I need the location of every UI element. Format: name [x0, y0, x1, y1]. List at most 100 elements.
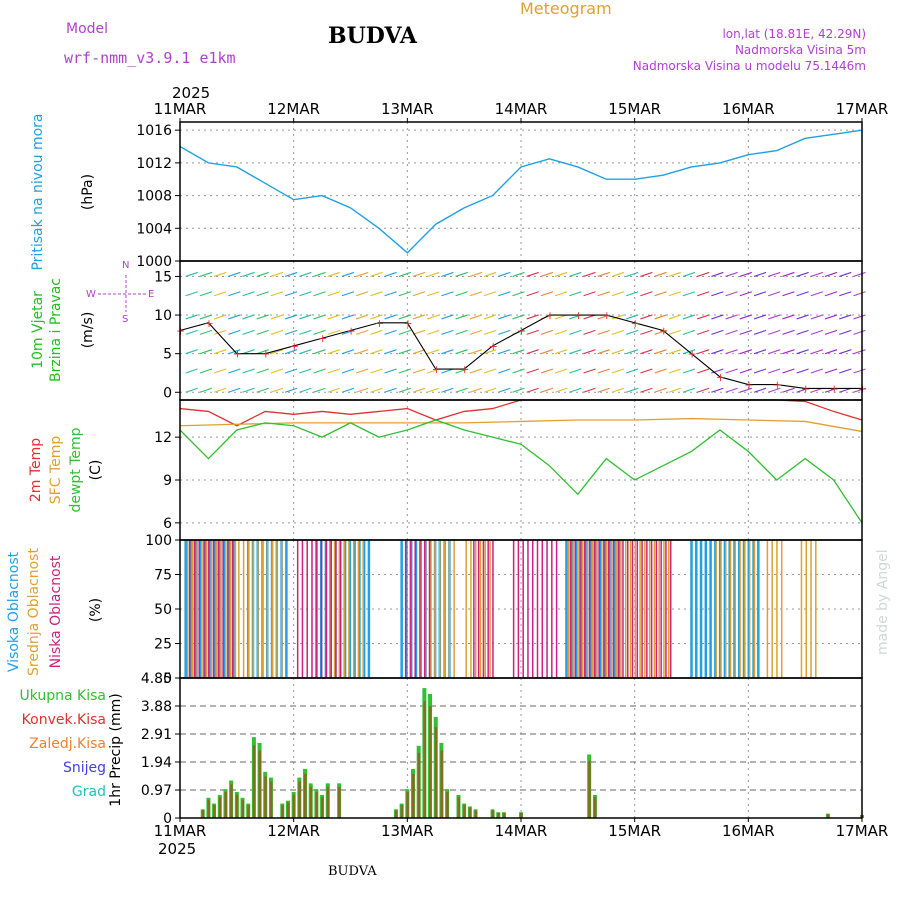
wind-barb — [824, 329, 838, 335]
wind-barb — [270, 314, 284, 320]
wind-barb — [498, 349, 511, 355]
wind-barb — [228, 291, 241, 297]
wind-barb — [341, 271, 355, 277]
wind-barb — [441, 349, 454, 355]
x-tick-label-bottom: 11MAR — [154, 822, 207, 840]
wind-unit-label: (m/s) — [80, 312, 96, 349]
wind-barb — [526, 368, 539, 374]
wind-barb — [782, 387, 795, 393]
y-tick-label: 100 — [145, 533, 172, 549]
precip-bar-convective — [412, 773, 415, 818]
x-tick-label-bottom: 15MAR — [608, 822, 661, 840]
wind-barb — [554, 291, 568, 297]
wind-barb — [597, 349, 610, 355]
wind-barb — [839, 349, 852, 355]
wind-barb — [611, 368, 625, 374]
wind-barb — [725, 368, 738, 374]
wind-barb — [341, 368, 355, 374]
wind-barb — [697, 271, 710, 277]
wind-barb — [370, 349, 383, 355]
wind-barb — [313, 271, 326, 277]
precip-bar-convective — [286, 802, 290, 818]
wind-barb — [853, 368, 866, 374]
wind-barb — [853, 314, 866, 320]
wind-barb — [796, 271, 809, 277]
precip-axis-label: 1hr Precip (mm) — [108, 693, 124, 806]
precip-bar-convective — [423, 701, 426, 818]
wind-barb — [725, 349, 738, 355]
wind-barb — [427, 291, 440, 297]
precip-legend-entry: Zaledj.Kisa — [29, 736, 106, 752]
wind-barb — [526, 291, 539, 297]
wind-barb — [398, 291, 411, 297]
wind-barb — [455, 329, 468, 335]
wind-barb — [725, 291, 738, 297]
wind-barb — [682, 387, 696, 393]
wind-barb — [469, 349, 483, 355]
wind-barb — [412, 271, 426, 277]
wind-barb — [668, 349, 681, 355]
wind-barb — [483, 368, 497, 374]
precip-bar-convective — [230, 784, 233, 818]
wind-gust-marker: + — [375, 317, 384, 330]
precip-legend-entry: Konvek.Kisa — [22, 712, 106, 728]
label-layer: 11MAR 11MAR 12MAR 12MAR 13MAR 13MAR 14MAR 14MAR… — [6, 100, 888, 840]
wind-barb — [341, 349, 355, 355]
wind-barb — [810, 314, 824, 320]
year-top: 2025 — [172, 84, 210, 102]
y-tick-label: 0 — [163, 671, 172, 687]
y-tick-label: 25 — [154, 637, 172, 653]
wind-barb — [782, 271, 795, 277]
wind-barb — [384, 271, 397, 277]
wind-barb — [526, 349, 539, 355]
wind-barb — [839, 314, 852, 320]
y-tick-label: 0 — [163, 811, 172, 827]
y-tick-label: 5 — [163, 347, 172, 363]
page-title: BUDVA — [328, 23, 418, 49]
temp-unit-label: (C) — [88, 460, 104, 481]
wind-barb — [185, 291, 198, 297]
precip-bar-convective — [309, 786, 313, 818]
wind-barb — [853, 291, 866, 297]
wind-barb — [242, 271, 255, 277]
model-value: wrf-nmm_v3.9.1 e1km — [64, 49, 236, 67]
high-cloud-axis-label: Visoka Oblacnost — [6, 551, 22, 672]
y-tick-label: 3.88 — [141, 699, 172, 715]
meteogram-label: Meteogram — [520, 0, 612, 18]
x-tick-label-top: 11MAR — [154, 100, 207, 118]
wind-barb — [753, 349, 767, 355]
pressure-axis-label: Pritisak na nivou mora — [30, 113, 46, 270]
wind-barb — [583, 329, 596, 335]
wind-barb — [441, 314, 454, 320]
wind-barb — [796, 349, 809, 355]
wind-barb — [356, 271, 369, 277]
wind-barb — [697, 349, 710, 355]
wind-barb — [313, 291, 326, 297]
wind-barb — [853, 329, 866, 335]
wind-barb — [839, 271, 852, 277]
wind-barb — [483, 349, 497, 355]
precip-bar-convective — [400, 805, 404, 818]
wind-barb — [597, 368, 610, 374]
wind-barb — [753, 291, 767, 297]
wind-barb — [725, 329, 738, 335]
wind-barb — [597, 291, 610, 297]
wind-barb — [213, 314, 227, 320]
wind-barb — [228, 271, 241, 277]
y-tick-label: 4.85 — [141, 671, 172, 687]
wind-barb — [540, 349, 554, 355]
wind-gust-marker: + — [261, 348, 270, 361]
wind-barb — [768, 387, 781, 393]
wind-barb — [569, 349, 582, 355]
wind-barb — [242, 329, 255, 335]
wind-barb — [370, 271, 383, 277]
wind-barb — [455, 368, 468, 374]
wind-gust-marker: + — [716, 371, 725, 384]
wind-barb — [228, 387, 241, 393]
wind-barb — [427, 387, 440, 393]
wind-barb — [554, 368, 568, 374]
wind-barb — [839, 291, 852, 297]
wind-barb — [469, 329, 483, 335]
wind-barb — [668, 368, 681, 374]
wind-barb — [540, 291, 554, 297]
